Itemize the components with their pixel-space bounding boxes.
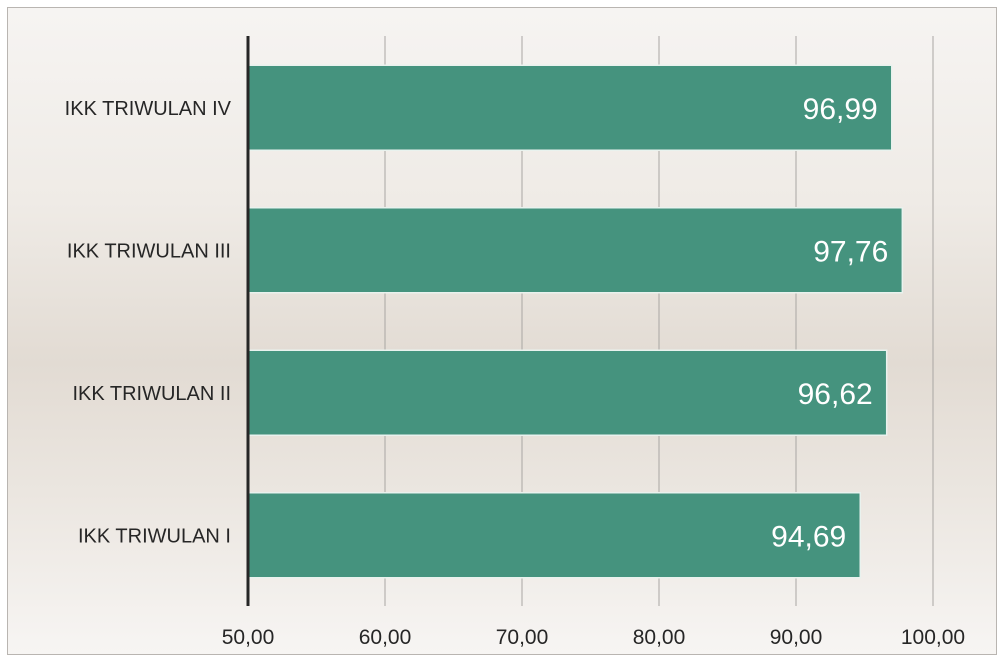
x-tick-label: 80,00 (633, 626, 686, 649)
category-labels: IKK TRIWULAN IV IKK TRIWULAN III IKK TRIWU… (65, 98, 232, 548)
bar (247, 207, 904, 294)
data-label: 97,76 (813, 235, 888, 268)
x-tick-label: 50,00 (222, 626, 275, 649)
bar (247, 349, 888, 436)
category-label: IKK TRIWULAN I (78, 525, 231, 547)
category-label: IKK TRIWULAN IV (65, 98, 232, 120)
data-label: 96,99 (803, 93, 878, 126)
tick-labels: 50,00 60,00 70,00 80,00 90,00 100,00 (222, 626, 965, 649)
x-tick-label: 60,00 (359, 626, 412, 649)
bars (247, 64, 904, 579)
bar (247, 492, 862, 579)
data-label: 94,69 (771, 520, 846, 553)
data-labels: 96,99 97,76 96,62 94,69 (771, 93, 888, 554)
category-label: IKK TRIWULAN II (72, 383, 231, 405)
bar (247, 64, 893, 151)
x-tick-label: 90,00 (770, 626, 823, 649)
x-tick-label: 70,00 (496, 626, 549, 649)
category-label: IKK TRIWULAN III (67, 240, 231, 262)
data-label: 96,62 (798, 378, 873, 411)
x-tick-label: 100,00 (901, 626, 965, 649)
